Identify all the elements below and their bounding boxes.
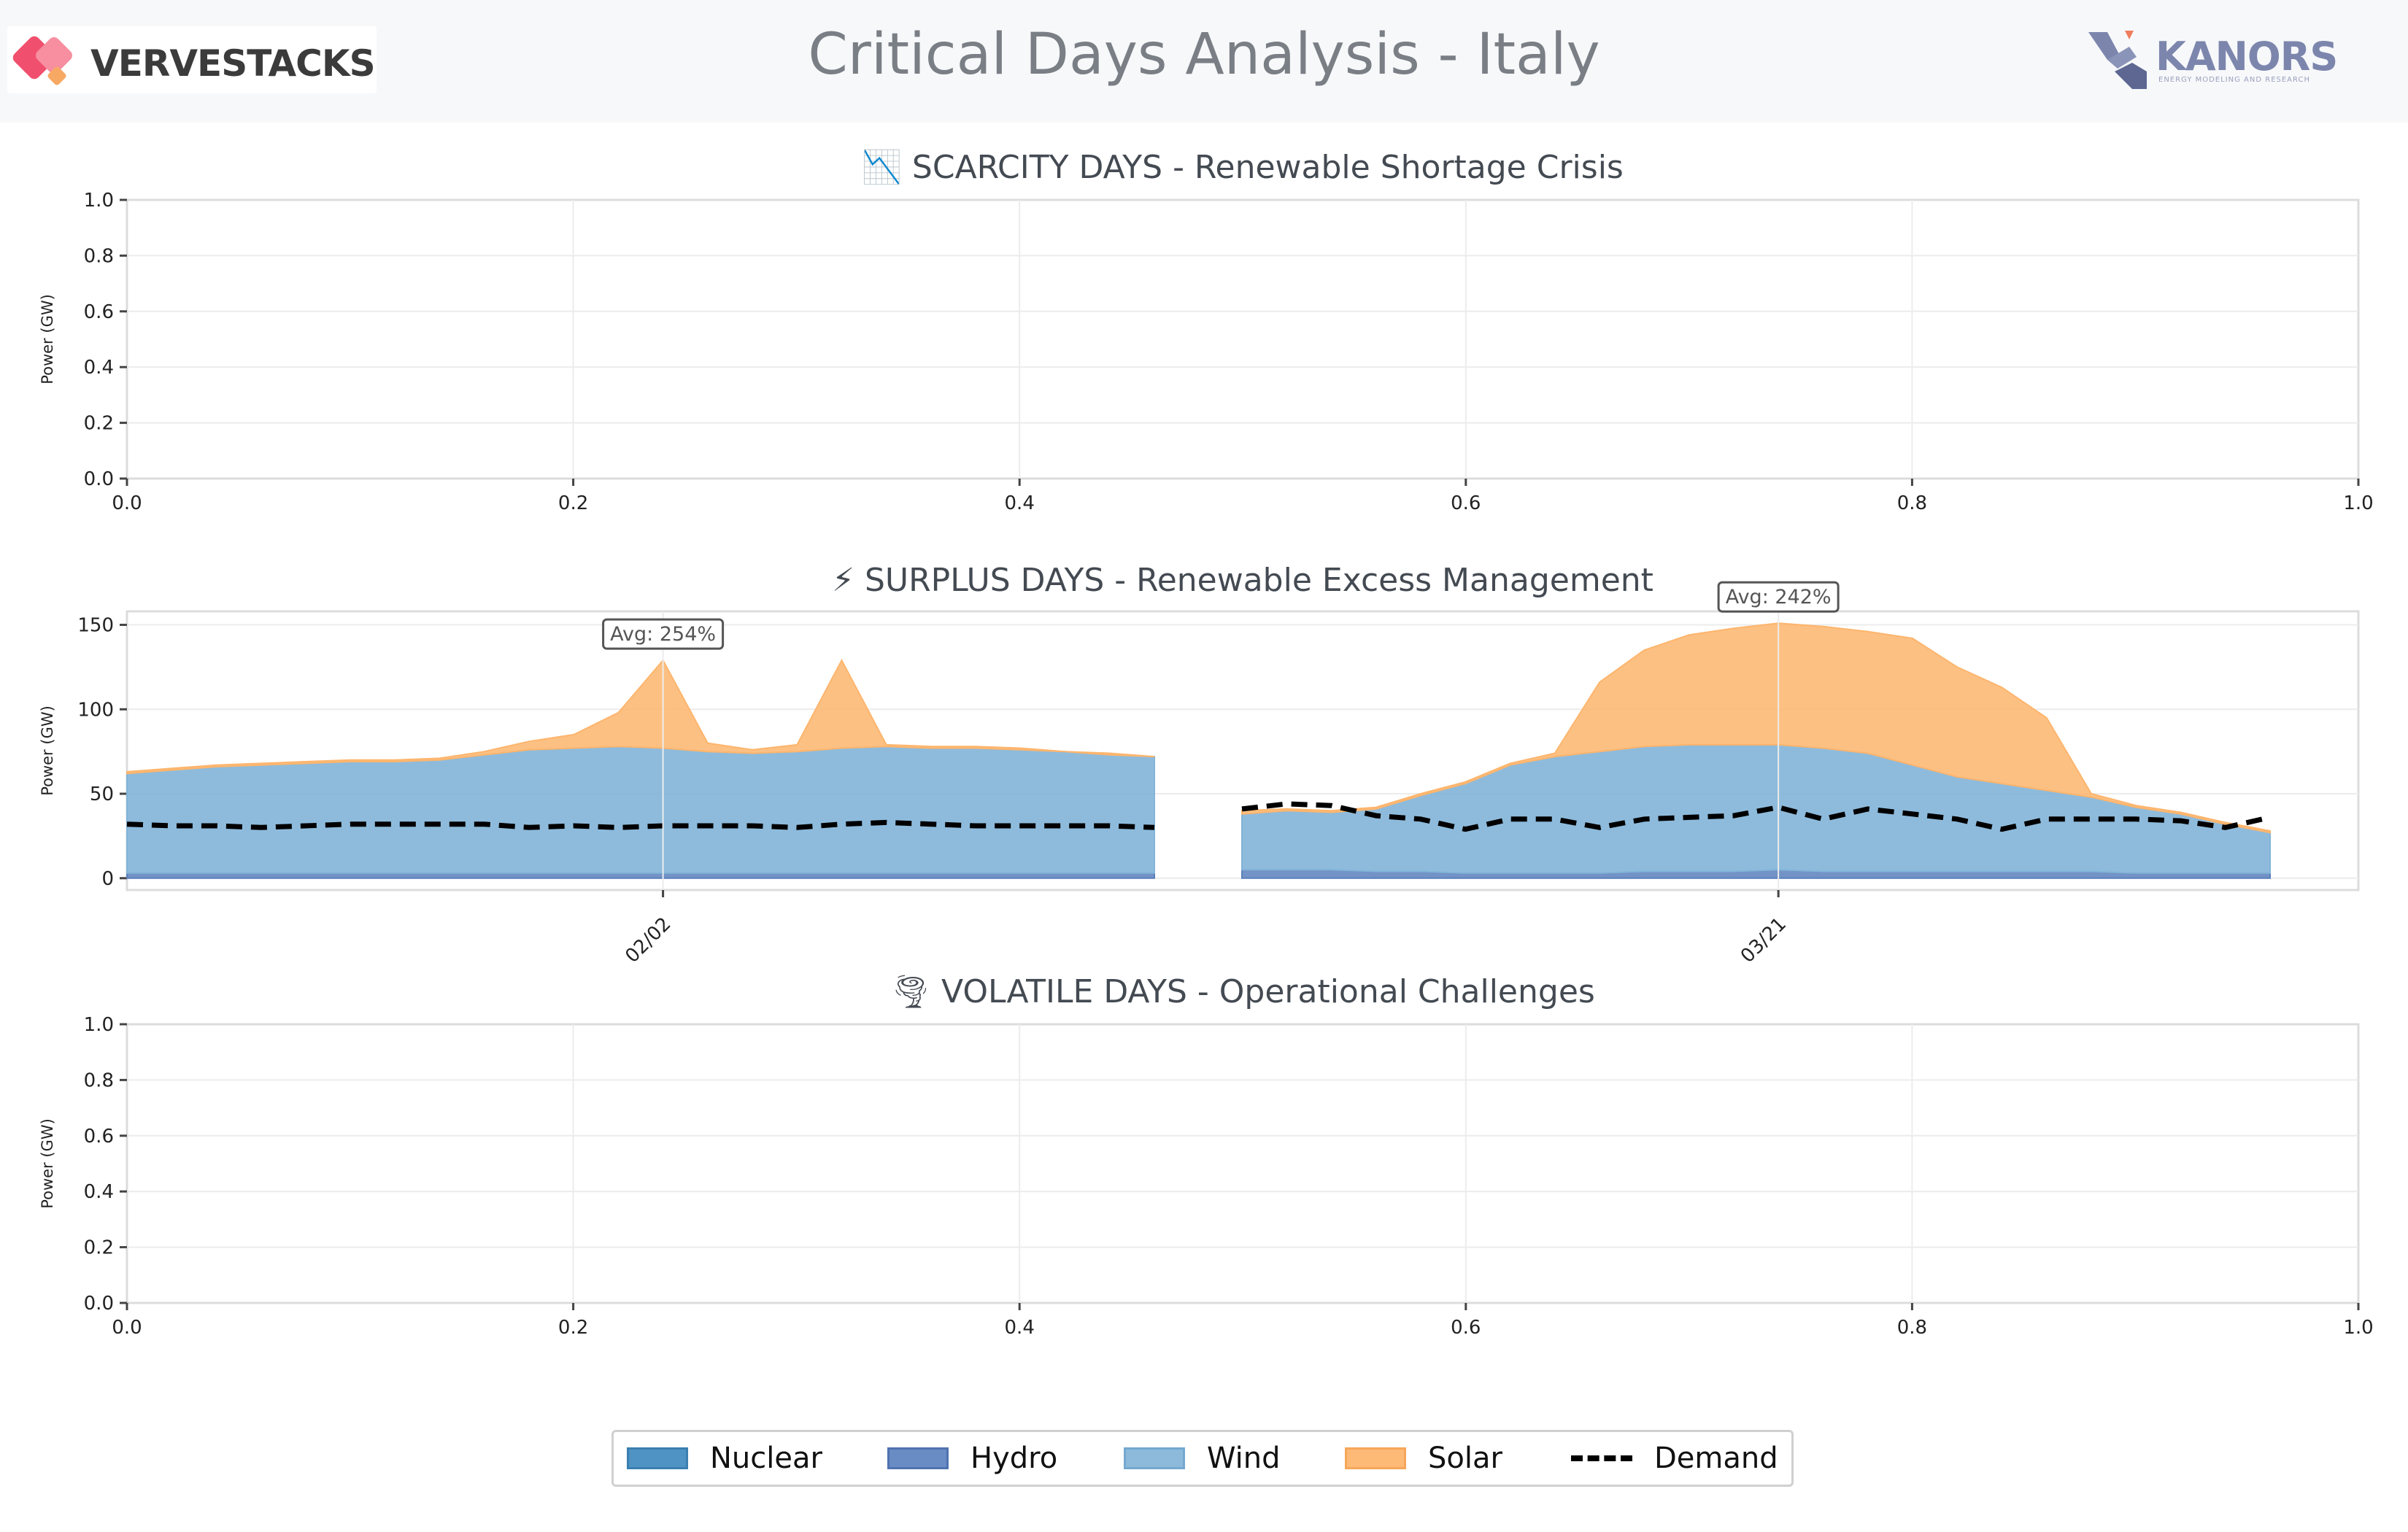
surplus-panel-day-02-02-wind-area [126, 746, 1155, 874]
surplus-panel-day-03-21-annotation: Avg: 242% [1717, 581, 1840, 613]
volatile-panel-x-tick-label: 0.4 [1005, 1317, 1035, 1339]
surplus-panel-day-02-02-annotation: Avg: 254% [602, 618, 725, 650]
surplus-panel-day-03-21-annotation-text: Avg: 242% [1726, 586, 1832, 608]
legend-label-solar: Solar [1428, 1442, 1502, 1475]
scarcity-panel-y-tick-label: 0.6 [84, 301, 114, 323]
legend-item-demand: Demand [1571, 1432, 1778, 1485]
vervestacks-logo-text: VERVESTACKS [90, 42, 376, 85]
chart-legend: Nuclear Hydro Wind Solar Demand [611, 1430, 1794, 1487]
volatile-panel-plot-area [126, 1023, 2360, 1304]
kanors-logo-subtitle: ENERGY MODELING AND RESEARCH [2158, 76, 2310, 84]
legend-label-nuclear: Nuclear [710, 1442, 822, 1475]
scarcity-panel-ylabel: Power (GW) [39, 294, 56, 384]
kanors-logo-text: KANORS [2156, 34, 2338, 80]
scarcity-panel-y-tick-label: 0.0 [84, 468, 114, 490]
page-title: Critical Days Analysis - Italy [808, 22, 1600, 88]
surplus-panel-day-03-21-x-tick-label: 03/21 [1737, 913, 1791, 967]
volatile-panel-y-tick-label: 0.4 [84, 1181, 114, 1203]
header-bar: VERVESTACKS Critical Days Analysis - Ita… [0, 0, 2408, 123]
legend-label-demand: Demand [1654, 1442, 1778, 1475]
volatile-panel-y-tick-label: 0.8 [84, 1069, 114, 1091]
scarcity-panel-x-tick-label: 0.0 [112, 492, 142, 514]
legend-swatch-demand [1571, 1455, 1632, 1461]
volatile-panel-x-tick-label: 0.0 [112, 1317, 142, 1339]
vervestacks-logo: VERVESTACKS [7, 26, 377, 93]
surplus-panel-y-tick-label: 150 [77, 615, 114, 637]
legend-label-wind: Wind [1207, 1442, 1281, 1475]
volatile-panel-y-tick-label: 0.6 [84, 1126, 114, 1148]
surplus-panel-day-02-02-hydro-area [126, 872, 1155, 879]
surplus-panel-day-03-21-annotation-box [1717, 581, 1840, 613]
surplus-panel-day-02-02-x-tick-label: 02/02 [621, 913, 675, 967]
kanors-logo-icon [2088, 31, 2147, 89]
surplus-panel-day-02-02-annotation-box [602, 618, 725, 650]
legend-item-hydro: Hydro [887, 1432, 1057, 1485]
surplus-panel-day-02-02-annotation-text: Avg: 254% [610, 623, 716, 646]
volatile-panel-x-tick-label: 0.2 [558, 1317, 588, 1339]
legend-item-wind: Wind [1124, 1432, 1281, 1485]
surplus-panel-y-tick-label: 50 [90, 784, 114, 805]
scarcity-panel-x-tick-label: 1.0 [2343, 492, 2373, 514]
legend-swatch-hydro [887, 1447, 949, 1469]
surplus-panel-ylabel: Power (GW) [39, 705, 56, 796]
surplus-panel-day-02-02-demand-line [126, 819, 1155, 830]
surplus-panel-y-tick-label: 0 [101, 868, 114, 890]
surplus-panel-day-02-02-solar-area [126, 658, 1155, 775]
volatile-panel-x-tick-label: 1.0 [2343, 1317, 2373, 1339]
vervestacks-logo-icon [12, 36, 72, 85]
surplus-panel-day-03-21-solar-area [1241, 622, 2271, 834]
scarcity-panel-y-tick-label: 0.2 [84, 413, 114, 435]
scarcity-panel-y-tick-label: 0.8 [84, 245, 114, 267]
legend-swatch-nuclear [627, 1447, 688, 1469]
surplus-panel-title: ⚡ SURPLUS DAYS - Renewable Excess Manage… [832, 562, 1653, 599]
surplus-panel-y-tick-label: 100 [77, 699, 114, 721]
surplus-panel-day-03-21-demand-line [1241, 801, 2271, 832]
volatile-panel-x-tick-label: 0.6 [1451, 1317, 1481, 1339]
volatile-panel-title: 🌪 VOLATILE DAYS - Operational Challenges [890, 973, 1595, 1010]
scarcity-panel-x-tick-label: 0.6 [1451, 492, 1481, 514]
volatile-panel-y-tick-label: 0.0 [84, 1293, 114, 1315]
legend-item-solar: Solar [1345, 1432, 1502, 1485]
legend-swatch-wind [1124, 1447, 1185, 1469]
volatile-panel-y-tick-label: 1.0 [84, 1014, 114, 1036]
volatile-panel-ylabel: Power (GW) [39, 1118, 56, 1209]
legend-label-hydro: Hydro [970, 1442, 1058, 1475]
scarcity-panel-x-tick-label: 0.4 [1005, 492, 1035, 514]
volatile-panel-y-tick-label: 0.2 [84, 1237, 114, 1259]
scarcity-panel-x-tick-label: 0.2 [558, 492, 588, 514]
scarcity-panel-x-tick-label: 0.8 [1897, 492, 1927, 514]
legend-item-nuclear: Nuclear [627, 1432, 822, 1485]
scarcity-panel-plot-area [126, 198, 2360, 480]
volatile-panel-x-tick-label: 0.8 [1897, 1317, 1927, 1339]
scarcity-panel-y-tick-label: 1.0 [84, 190, 114, 212]
scarcity-panel-y-tick-label: 0.4 [84, 357, 114, 379]
scarcity-panel-title: 📉 SCARCITY DAYS - Renewable Shortage Cri… [862, 149, 1624, 186]
legend-swatch-solar [1345, 1447, 1406, 1469]
